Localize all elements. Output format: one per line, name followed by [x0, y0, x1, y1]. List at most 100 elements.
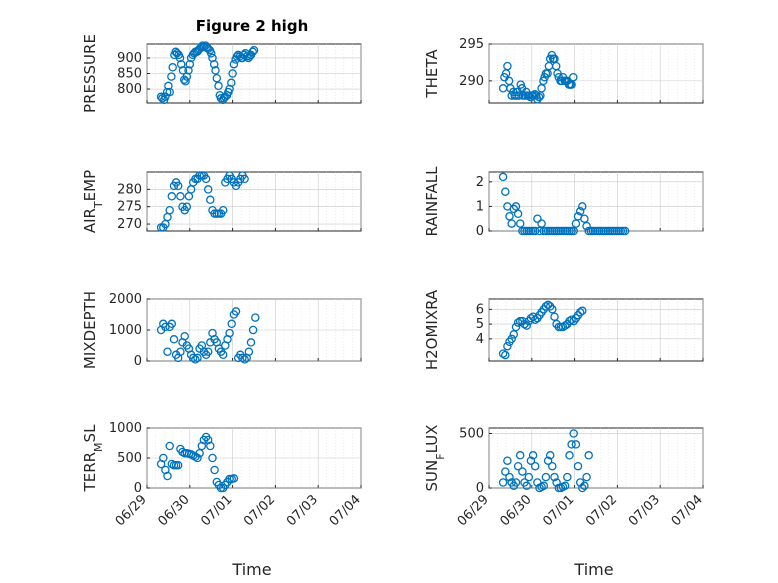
y-tick-label-5: 2000 — [109, 292, 142, 307]
x-tick-label-7: 06/30 — [156, 492, 193, 529]
data-point-7 — [163, 471, 172, 481]
data-point-2 — [516, 80, 525, 89]
data-point-3 — [240, 174, 249, 184]
data-point-5 — [244, 347, 254, 356]
x-tick-label-7: 07/02 — [241, 492, 278, 529]
data-point-4 — [533, 214, 542, 223]
y-axis-label-1: PRESSURE — [81, 34, 99, 113]
data-point-5 — [176, 347, 185, 356]
y-tick-label-7: 1000 — [109, 421, 142, 436]
data-point-1 — [184, 66, 193, 75]
data-point-4 — [530, 226, 540, 236]
data-point-4 — [535, 226, 544, 236]
axes-frame-4 — [488, 171, 704, 232]
data-point-4 — [537, 219, 546, 228]
data-point-4 — [582, 221, 591, 231]
data-point-4 — [575, 207, 585, 216]
y-tick-label-6: 4 — [476, 332, 484, 347]
x-tick-label-8: 06/29 — [455, 492, 492, 529]
data-point-4 — [513, 209, 523, 219]
data-point-5 — [248, 325, 258, 335]
subplot-2: 290 295 THETA — [423, 37, 704, 104]
data-point-6 — [530, 315, 540, 324]
data-point-8 — [528, 451, 538, 460]
data-point-4 — [620, 226, 630, 236]
data-point-7 — [210, 465, 219, 475]
data-point-8 — [548, 461, 557, 471]
data-point-6 — [575, 308, 585, 317]
data-point-7 — [159, 453, 168, 463]
data-point-8 — [552, 478, 561, 487]
data-point-8 — [584, 451, 593, 460]
y-tick-label-1: 900 — [117, 51, 142, 66]
y-tick-label-7: 500 — [117, 451, 142, 466]
axes-frame-6 — [488, 298, 704, 362]
data-point-6 — [578, 306, 587, 316]
data-point-5 — [169, 335, 179, 344]
data-point-1 — [248, 47, 257, 57]
data-point-5 — [180, 331, 189, 341]
data-point-7 — [208, 453, 217, 463]
data-point-4 — [578, 202, 587, 211]
data-point-7 — [165, 441, 174, 451]
data-point-8 — [513, 461, 523, 471]
subplot-7: 0 500 1000 TERRMSL 06/29 06/30 07/01 07/02 07/03… — [81, 421, 364, 529]
y-tick-label-3: 270 — [117, 217, 142, 232]
data-point-8 — [580, 481, 589, 491]
data-point-8 — [498, 478, 508, 487]
data-point-8 — [569, 429, 578, 438]
figure-title: Figure 2 high — [196, 17, 309, 35]
data-point-5 — [240, 355, 249, 364]
data-point-1 — [211, 66, 220, 75]
data-point-3 — [176, 192, 185, 201]
data-point-5 — [167, 319, 177, 329]
y-axis-label-6: H2OMIXRA — [423, 289, 441, 370]
y-tick-label-8: 500 — [459, 426, 484, 441]
data-point-2 — [569, 72, 578, 82]
data-point-1 — [206, 49, 216, 58]
data-point-5 — [225, 328, 234, 338]
data-point-6 — [550, 312, 559, 321]
data-point-8 — [526, 456, 536, 465]
x-tick-label-7: 07/03 — [284, 492, 321, 529]
data-point-6 — [509, 330, 519, 339]
data-point-8 — [582, 472, 591, 482]
x-tick-label-8: 07/03 — [626, 492, 663, 529]
data-point-8 — [511, 478, 521, 487]
data-point-1 — [164, 81, 173, 91]
data-point-2 — [557, 76, 567, 86]
data-point-8 — [530, 461, 540, 471]
x-tick-label-8: 07/01 — [540, 492, 577, 529]
data-point-8 — [539, 481, 549, 491]
data-point-2 — [530, 89, 540, 99]
data-point-8 — [567, 440, 576, 449]
x-axis-label-right: Time — [573, 560, 613, 579]
data-point-4 — [571, 219, 581, 228]
data-point-3 — [182, 202, 192, 211]
y-axis-label-7: TERRMSL — [81, 424, 105, 493]
data-point-1 — [178, 66, 188, 75]
x-tick-label-7: 07/01 — [198, 492, 235, 529]
data-point-6 — [558, 322, 568, 332]
data-point-8 — [560, 481, 570, 491]
data-point-1 — [214, 81, 223, 91]
data-point-8 — [571, 440, 581, 449]
data-point-8 — [578, 483, 587, 493]
data-point-2 — [514, 91, 524, 100]
data-point-8 — [565, 451, 574, 460]
data-point-7 — [229, 474, 239, 483]
data-point-8 — [505, 472, 514, 482]
y-tick-label-5: 0 — [134, 354, 142, 369]
data-point-1 — [249, 45, 259, 55]
data-point-6 — [543, 300, 553, 310]
data-point-7 — [206, 441, 215, 451]
y-tick-label-4: 1 — [476, 199, 484, 214]
data-point-5 — [203, 347, 213, 356]
data-point-8 — [518, 467, 527, 476]
data-point-4 — [515, 219, 525, 228]
data-point-8 — [563, 472, 572, 482]
subplot-6: 456 H2OMIXRA — [423, 289, 704, 370]
